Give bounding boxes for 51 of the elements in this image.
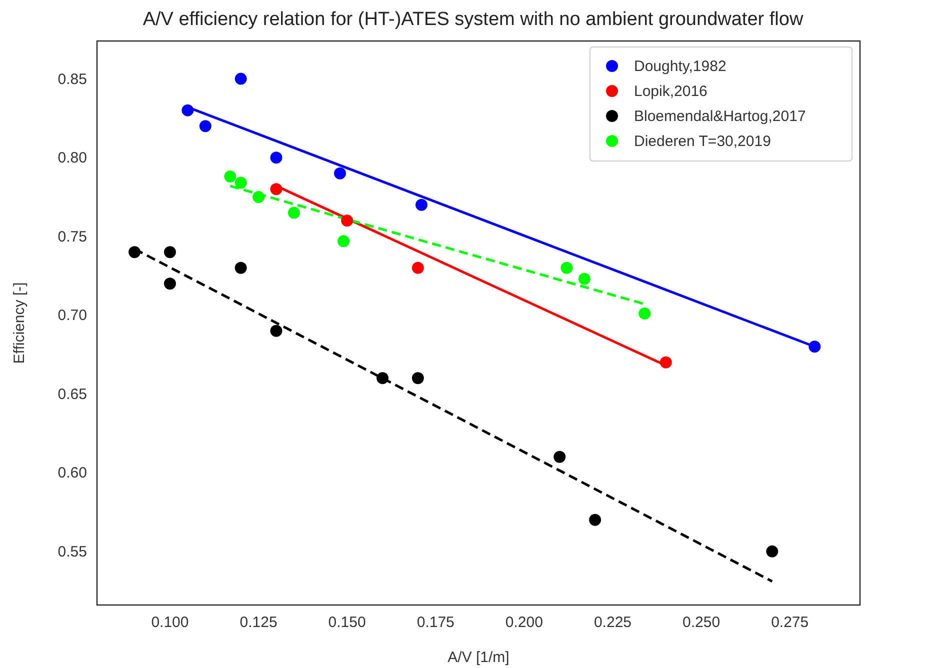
point xyxy=(252,190,265,203)
x-tick-label: 0.150 xyxy=(328,614,366,631)
point xyxy=(164,278,176,290)
point xyxy=(224,170,236,182)
y-tick-label: 0.65 xyxy=(58,386,87,403)
legend-label: Lopik,2016 xyxy=(634,83,708,100)
point xyxy=(234,176,247,189)
legend-label: Doughty,1982 xyxy=(634,58,726,75)
x-tick-label: 0.125 xyxy=(240,614,278,631)
y-tick-label: 0.55 xyxy=(58,543,87,560)
x-tick-label: 0.175 xyxy=(416,614,454,631)
y-tick-label: 0.70 xyxy=(58,307,87,324)
point xyxy=(182,104,194,116)
point xyxy=(270,324,282,337)
y-tick-label: 0.85 xyxy=(58,70,87,88)
x-tick-label: 0.275 xyxy=(771,614,809,631)
point xyxy=(270,152,282,164)
x-tick-label: 0.100 xyxy=(151,614,189,631)
point xyxy=(288,206,300,219)
point xyxy=(415,198,428,211)
point xyxy=(234,262,247,274)
point xyxy=(270,183,282,196)
y-axis-title: Efficiency [-] xyxy=(11,282,28,364)
x-tick-label: 0.200 xyxy=(505,614,543,631)
x-tick-label: 0.250 xyxy=(682,614,720,631)
point xyxy=(638,308,651,320)
point xyxy=(412,262,424,274)
point xyxy=(589,514,602,526)
point xyxy=(338,235,350,248)
point xyxy=(578,272,590,285)
point xyxy=(341,214,354,227)
point xyxy=(560,262,573,274)
point xyxy=(164,246,176,258)
chart-title: A/V efficiency relation for (HT-)ATES system with no ambient groundwater flow xyxy=(142,9,804,30)
point xyxy=(766,545,778,558)
y-tick-label: 0.75 xyxy=(58,228,87,246)
point xyxy=(554,450,566,463)
y-tick-label: 0.60 xyxy=(58,464,87,482)
point xyxy=(234,72,247,85)
point xyxy=(334,167,346,180)
point xyxy=(808,340,821,353)
x-tick-label: 0.225 xyxy=(594,614,632,631)
point xyxy=(412,372,424,384)
point xyxy=(199,120,212,132)
point xyxy=(128,246,141,258)
x-axis-title: A/V [1/m] xyxy=(448,649,510,666)
point xyxy=(660,356,672,368)
point xyxy=(376,372,389,384)
legend-label: Diederen T=30,2019 xyxy=(634,133,771,150)
y-tick-label: 0.80 xyxy=(58,150,87,167)
legend-label: Bloemendal&Hartog,2017 xyxy=(634,108,806,125)
